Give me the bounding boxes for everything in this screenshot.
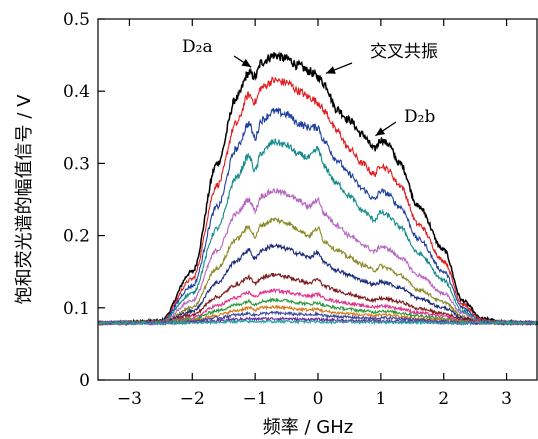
annotation-d2a-arrow-head xyxy=(241,58,252,68)
series-traces xyxy=(97,51,538,327)
y-tick-label: 0.4 xyxy=(63,82,90,102)
x-tick-label: −2 xyxy=(180,389,205,409)
series-line-14 xyxy=(97,318,538,327)
x-tick-label: 3 xyxy=(501,389,512,409)
y-axis-title: 饱和荧光谱的幅值信号 / V xyxy=(14,94,35,305)
annotation-cross-resonance: 交叉共振 xyxy=(370,42,438,62)
series-line-3 xyxy=(97,107,538,326)
y-tick-label: 0.1 xyxy=(63,299,90,319)
annotation-cross-resonance-arrow-head xyxy=(326,66,336,74)
x-tick-label: 2 xyxy=(438,389,449,409)
y-axis: 0 0.1 0.2 0.3 0.4 0.5 xyxy=(63,10,105,391)
annotation-d2b: D₂b xyxy=(404,107,435,127)
series-line-1 xyxy=(97,51,538,326)
x-tick-label: −1 xyxy=(243,389,268,409)
y-tick-label: 0.2 xyxy=(63,227,90,247)
x-tick-label: 0 xyxy=(313,389,324,409)
series-line-5 xyxy=(97,188,538,327)
x-tick-label: 1 xyxy=(375,389,386,409)
y-tick-label: 0.5 xyxy=(63,10,90,30)
annotations: D₂a 交叉共振 D₂b xyxy=(182,37,438,137)
annotation-d2a: D₂a xyxy=(182,37,213,57)
x-axis: −3 −2 −1 0 1 2 3 xyxy=(117,19,512,409)
x-axis-title: 频率 / GHz xyxy=(263,417,353,438)
annotation-d2b-arrow-head xyxy=(375,127,386,136)
y-tick-label: 0 xyxy=(79,371,90,391)
x-tick-label: −3 xyxy=(117,389,142,409)
series-line-4 xyxy=(97,138,538,326)
y-tick-label: 0.3 xyxy=(63,154,90,174)
series-line-2 xyxy=(98,76,538,326)
